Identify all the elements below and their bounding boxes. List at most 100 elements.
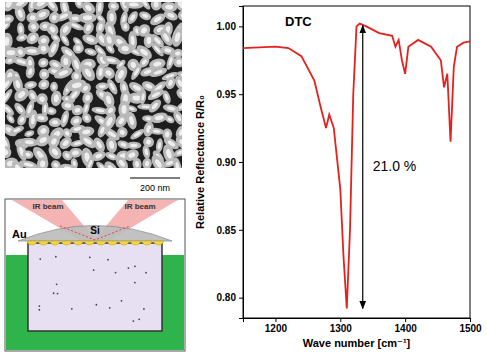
grain-highlight: [109, 13, 114, 22]
grain: [142, 144, 152, 159]
grain: [100, 64, 117, 81]
grain-highlight: [74, 73, 80, 79]
grain: [46, 142, 64, 161]
grain-highlight: [106, 36, 113, 45]
grain-highlight: [5, 106, 12, 114]
particle: [89, 256, 91, 258]
grain: [5, 144, 13, 160]
grain-highlight: [73, 118, 80, 125]
grain-highlight: [27, 131, 33, 135]
grain-highlight: [129, 14, 136, 22]
x-tick: 1300: [330, 318, 353, 334]
grain-highlight: [139, 48, 149, 57]
particle: [53, 292, 55, 294]
chamber: [28, 243, 162, 331]
grain: [36, 77, 51, 91]
particle: [57, 293, 59, 295]
grain-highlight: [133, 67, 140, 76]
grain: [174, 87, 182, 102]
grain-highlight: [83, 15, 92, 20]
grain-highlight: [117, 69, 125, 79]
grain-highlight: [162, 32, 170, 42]
grain: [36, 157, 48, 168]
grain-highlight: [121, 105, 127, 114]
grain-highlight: [58, 69, 69, 76]
grain: [172, 146, 182, 158]
grain-highlight: [51, 147, 60, 156]
grain-highlight: [153, 129, 161, 133]
grain: [50, 82, 58, 92]
particle: [38, 309, 40, 311]
si-prism: [18, 226, 172, 242]
grain-highlight: [153, 45, 161, 53]
grain-highlight: [52, 84, 56, 89]
y-tick-label: 0.80: [217, 292, 237, 303]
grain-highlight: [166, 160, 174, 166]
scale-bar-label: 200 nm: [140, 183, 170, 193]
grain-highlight: [145, 161, 150, 167]
grain-highlight: [5, 16, 11, 22]
grain-highlight: [62, 3, 68, 13]
grain-highlight: [144, 148, 148, 155]
grain-highlight: [84, 4, 93, 12]
grain-highlight: [141, 105, 150, 108]
grain: [139, 89, 147, 105]
y-tick-mark: [239, 94, 243, 95]
grain-highlight: [154, 2, 159, 8]
grain-highlight: [19, 35, 25, 40]
grain-highlight: [82, 129, 91, 135]
grain-highlight: [61, 35, 67, 43]
particle: [109, 307, 111, 309]
grain: [37, 56, 50, 69]
grain: [78, 12, 96, 23]
grain: [50, 90, 62, 107]
grain: [137, 2, 152, 11]
au-island: [154, 241, 164, 245]
grain-highlight: [109, 141, 115, 150]
grain: [120, 20, 131, 33]
particle: [56, 283, 58, 285]
y-tick-mark: [239, 26, 243, 27]
x-tick: 1500: [459, 318, 482, 334]
grain: [48, 117, 61, 127]
plot-area: [243, 24, 470, 309]
grain-highlight: [140, 26, 148, 34]
grain-highlight: [145, 83, 153, 90]
grain-highlight: [17, 90, 27, 99]
grain-highlight: [50, 43, 57, 53]
x-tick-mark: [470, 318, 471, 322]
grain: [161, 89, 172, 104]
grain-highlight: [96, 108, 105, 112]
grain-highlight: [16, 105, 24, 113]
grain: [173, 57, 182, 68]
grain: [15, 113, 28, 127]
grain-highlight: [98, 23, 104, 31]
grain-highlight: [165, 131, 170, 137]
grain: [33, 112, 48, 123]
y-tick-mark: [239, 162, 243, 163]
grain-highlight: [105, 69, 113, 77]
grain-highlight: [157, 142, 161, 150]
grain-highlight: [118, 159, 126, 168]
grain-highlight: [178, 91, 182, 98]
particle: [134, 265, 136, 267]
grain: [115, 125, 130, 140]
grain-highlight: [74, 107, 81, 113]
grain-highlight: [97, 3, 102, 12]
grain-highlight: [178, 103, 182, 109]
grain: [5, 20, 12, 32]
schematic: AuSiIR beamIR beam: [5, 199, 185, 351]
grain-highlight: [82, 85, 89, 92]
grain-highlight: [85, 94, 91, 101]
grain: [81, 20, 96, 37]
grain-highlight: [141, 93, 145, 101]
grain-highlight: [128, 116, 134, 126]
au-island: [50, 241, 60, 245]
grain-highlight: [25, 140, 34, 145]
au-island: [39, 241, 49, 245]
au-island: [96, 241, 106, 245]
grain-highlight: [177, 79, 182, 88]
grain-highlight: [153, 69, 163, 75]
grain-highlight: [154, 158, 163, 168]
grain-highlight: [168, 57, 174, 66]
